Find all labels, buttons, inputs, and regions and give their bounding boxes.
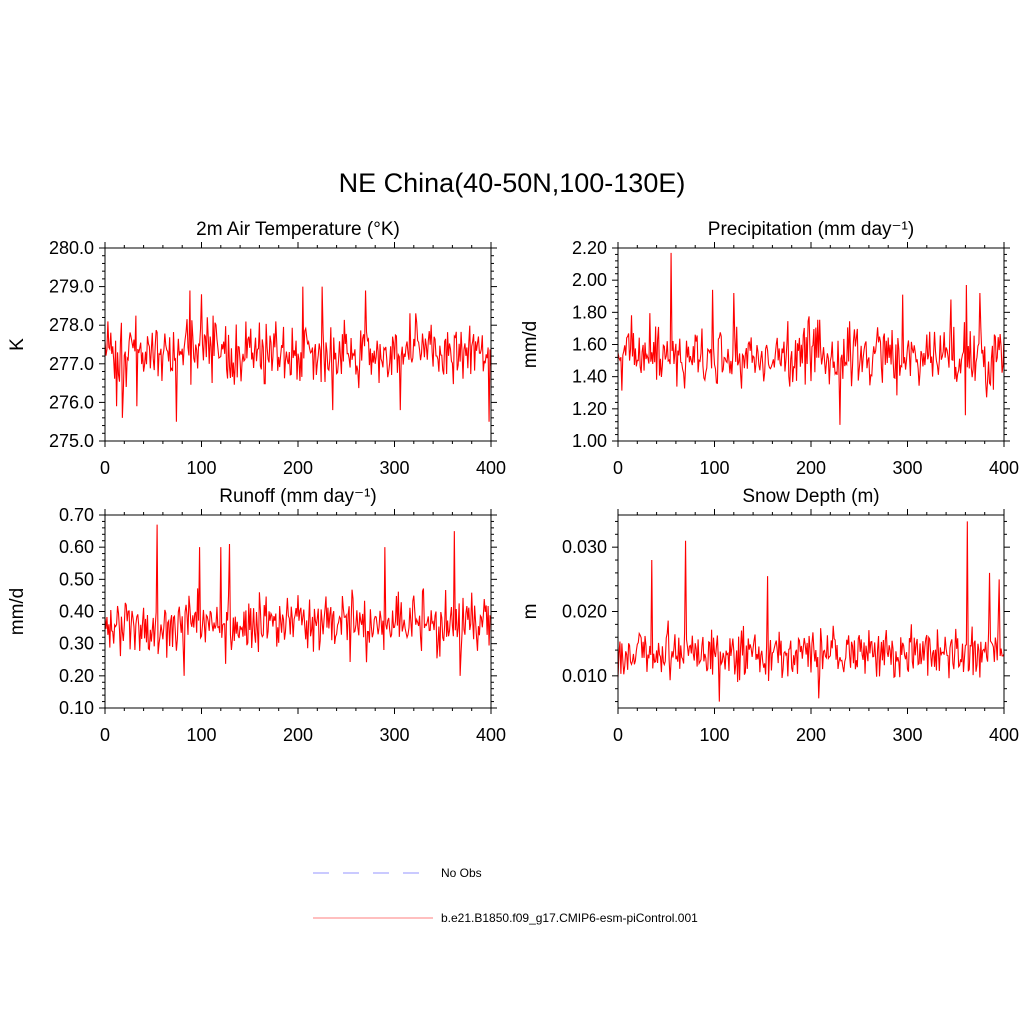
x-tick-label: 300 <box>892 725 922 745</box>
figure-title: NE China(40-50N,100-130E) <box>339 168 686 198</box>
panel-air-temperature: 2m Air Temperature (°K) K 0 100 200 300 400 275… <box>7 219 506 478</box>
y-tick-label: 1.00 <box>572 431 607 451</box>
y-tick-label: 280.0 <box>49 238 94 258</box>
y-tick-label: 0.70 <box>59 505 94 525</box>
y-tick-label: 278.0 <box>49 315 94 335</box>
y-tick-label: 0.50 <box>59 569 94 589</box>
y-tick-label: 0.60 <box>59 537 94 557</box>
series-line-snow-depth <box>617 521 1005 702</box>
legend-model-label: b.e21.B1850.f09_g17.CMIP6-esm-piControl.… <box>441 911 698 925</box>
x-tick-label: 400 <box>989 458 1019 478</box>
legend-no-obs-label: No Obs <box>441 866 482 880</box>
x-tick-label: 100 <box>186 458 216 478</box>
series-line-runoff <box>104 524 492 676</box>
legend: No Obs b.e21.B1850.f09_g17.CMIP6-esm-piC… <box>313 866 698 925</box>
x-tick-label: 200 <box>796 458 826 478</box>
x-tick-label: 300 <box>379 725 409 745</box>
x-tick-label: 0 <box>613 458 623 478</box>
panel-runoff: Runoff (mm day⁻¹) mm/d 0 100 200 300 400 0.10 0.… <box>7 486 506 745</box>
x-tick-label: 400 <box>989 725 1019 745</box>
x-tick-label: 400 <box>476 725 506 745</box>
y-tick-label: 0.010 <box>562 666 607 686</box>
y-tick-label: 0.40 <box>59 602 94 622</box>
panel-precipitation: Precipitation (mm day⁻¹) mm/d 0 100 200 300 40… <box>520 219 1019 478</box>
y-axis-label: mm/d <box>520 321 541 369</box>
y-tick-label: 0.30 <box>59 634 94 654</box>
x-tick-label: 100 <box>186 725 216 745</box>
x-tick-label: 100 <box>699 458 729 478</box>
x-tick-label: 300 <box>379 458 409 478</box>
plot-frame <box>104 514 492 709</box>
x-tick-label: 400 <box>476 458 506 478</box>
x-tick-label: 0 <box>613 725 623 745</box>
y-axis-label: K <box>7 338 28 351</box>
y-tick-label: 2.20 <box>572 238 607 258</box>
x-tick-label: 200 <box>796 725 826 745</box>
y-axis-label: mm/d <box>7 588 28 636</box>
panel-title-runoff: Runoff (mm day⁻¹) <box>219 486 377 507</box>
x-tick-label: 300 <box>892 458 922 478</box>
y-tick-label: 0.20 <box>59 666 94 686</box>
y-tick-label: 1.60 <box>572 335 607 355</box>
panel-title-precipitation: Precipitation (mm day⁻¹) <box>708 219 914 240</box>
y-tick-label: 0.10 <box>59 698 94 718</box>
panel-snow-depth: Snow Depth (m) m 0 100 200 300 400 0.010 0.020 0.… <box>520 486 1019 745</box>
panel-title-snow-depth: Snow Depth (m) <box>742 486 879 507</box>
y-tick-label: 1.80 <box>572 302 607 322</box>
plot-frame <box>617 514 1005 709</box>
y-tick-label: 1.20 <box>572 399 607 419</box>
y-tick-label: 276.0 <box>49 392 94 412</box>
y-tick-label: 0.020 <box>562 602 607 622</box>
y-tick-label: 277.0 <box>49 354 94 374</box>
y-tick-label: 0.030 <box>562 537 607 557</box>
x-tick-label: 200 <box>283 458 313 478</box>
y-tick-label: 275.0 <box>49 431 94 451</box>
x-tick-label: 100 <box>699 725 729 745</box>
series-line-precipitation <box>617 252 1005 425</box>
panel-title-air-temperature: 2m Air Temperature (°K) <box>196 219 400 240</box>
y-tick-label: 1.40 <box>572 367 607 387</box>
y-tick-label: 279.0 <box>49 277 94 297</box>
x-tick-label: 0 <box>100 458 110 478</box>
x-tick-label: 0 <box>100 725 110 745</box>
y-tick-label: 2.00 <box>572 270 607 290</box>
x-tick-label: 200 <box>283 725 313 745</box>
plot-frame <box>104 247 492 442</box>
series-line-air-temperature <box>104 286 492 422</box>
y-axis-label: m <box>520 604 541 620</box>
